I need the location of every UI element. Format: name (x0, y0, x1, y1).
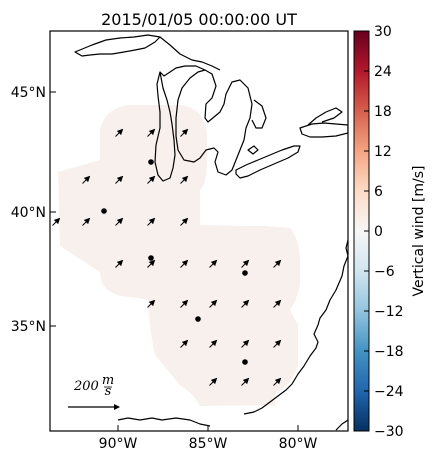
wind-vector-arrow (180, 175, 189, 184)
station-marker (148, 255, 154, 261)
lat-tick-40n: 40°N (11, 205, 46, 221)
colorbar-tick-label: 0 (374, 224, 383, 240)
wind-vector-arrow (273, 377, 282, 386)
wind-vector-arrow (147, 217, 156, 226)
wind-vector-arrow (115, 128, 124, 137)
wind-vector-arrow (273, 339, 282, 348)
lon-tick-80w: 80°W (279, 436, 318, 452)
wind-vector-arrow (115, 217, 124, 226)
upper-peninsula-coast (159, 36, 221, 71)
lon-tick-90w: 90°W (99, 436, 138, 452)
wind-vector-arrow (115, 259, 124, 268)
wind-vector-arrow (241, 259, 250, 268)
station-markers (101, 159, 248, 365)
colorbar-tick-label: −30 (374, 424, 404, 440)
wind-vector-arrow (241, 339, 250, 348)
lake-huron-outline (175, 69, 253, 176)
station-marker (242, 270, 248, 276)
wind-vector-arrow (209, 259, 218, 268)
coastlines (74, 34, 348, 431)
colorbar-tick-label: 18 (374, 104, 392, 120)
scale-arrow-unit-num: m (102, 373, 114, 388)
wind-vector-arrow (273, 299, 282, 308)
station-marker (242, 359, 248, 365)
colorbar-tick-label: 12 (374, 144, 392, 160)
lake-superior-outline (74, 34, 161, 57)
wind-vector-arrow (147, 175, 156, 184)
lat-tick-35n: 35°N (11, 319, 46, 335)
green-bay-outline (159, 65, 206, 77)
colorbar-tick-label: −18 (374, 344, 404, 360)
station-marker (195, 316, 201, 322)
map-area: 200 m s (50, 31, 348, 431)
wind-vector-arrow (241, 299, 250, 308)
map-frame (49, 30, 349, 432)
wind-vector-arrow (273, 259, 282, 268)
lake-nipissing-outline (307, 107, 343, 126)
wind-vector-arrow (209, 299, 218, 308)
wind-vector-arrow (180, 128, 189, 137)
latitude-ticks: 45°N 40°N 35°N (11, 85, 56, 335)
atlantic-coastline (243, 239, 348, 415)
colorbar-tick-label: −12 (374, 304, 404, 320)
colorbar-tick-label: 24 (374, 64, 392, 80)
georgian-bay-outline (251, 99, 267, 129)
island-a (247, 145, 259, 155)
colorbar-tick-label: −6 (374, 264, 395, 280)
colorbar-label: Vertical wind [m/s] (411, 166, 427, 297)
wind-vector-arrow (147, 128, 156, 137)
station-marker (101, 208, 107, 214)
lake-ontario-outline (299, 122, 348, 138)
wind-vector-arrow (82, 217, 91, 226)
wind-vector-arrow (180, 299, 189, 308)
scale-arrow-unit-den: s (105, 384, 112, 399)
scale-arrow: 200 m s (68, 373, 120, 410)
colorbar-tick-label: 6 (374, 184, 383, 200)
longitude-ticks: 90°W 85°W 80°W (99, 425, 318, 452)
map-title: 2015/01/05 00:00:00 UT (101, 10, 297, 29)
wind-vector-arrow (209, 377, 218, 386)
island-b (335, 419, 348, 431)
wind-vector-arrow (52, 217, 61, 226)
lake-michigan-outline (154, 71, 176, 182)
wind-vector-arrow (147, 259, 156, 268)
gulf-coastline (117, 417, 211, 427)
wind-vectors (52, 128, 282, 386)
station-marker (148, 159, 154, 165)
wind-vector-arrow (147, 299, 156, 308)
wind-vector-arrow (115, 175, 124, 184)
lake-erie-outline (235, 145, 301, 179)
colorbar-ticks: 30 24 18 12 6 0 −6 −12 −18 −24 −30 (364, 24, 404, 440)
wind-vector-arrow (180, 259, 189, 268)
colorbar: 30 24 18 12 6 0 −6 −12 −18 −24 −30 Vertical wind [… (353, 24, 427, 440)
wind-vector-arrow (180, 217, 189, 226)
scale-arrow-value: 200 (73, 379, 99, 394)
colorbar-tick-label: 30 (374, 24, 392, 40)
lat-tick-45n: 45°N (11, 85, 46, 101)
colorbar-tick-label: −24 (374, 384, 404, 400)
wind-vector-arrow (209, 339, 218, 348)
lon-tick-85w: 85°W (189, 436, 228, 452)
wind-vector-arrow (82, 175, 91, 184)
wind-vector-arrow (241, 377, 250, 386)
wind-vector-arrow (180, 339, 189, 348)
